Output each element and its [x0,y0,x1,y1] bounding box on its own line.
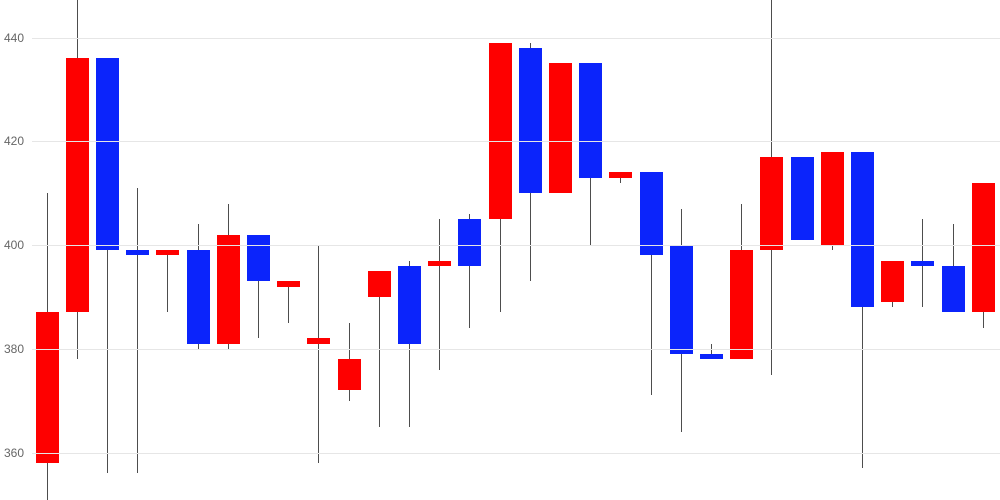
candle-body [187,250,210,343]
candle-body [489,43,512,219]
candle-wick [137,188,138,473]
candle-body [670,245,693,354]
y-tick-label: 420 [4,134,24,148]
y-tick-label: 440 [4,31,24,45]
candle-body [36,312,59,462]
candle-body [881,261,904,303]
candle-body [217,235,240,344]
candle-body [791,157,814,240]
gridline [32,453,1000,454]
candle-body [338,359,361,390]
gridline [32,245,1000,246]
candle-body [700,354,723,359]
y-tick-label: 360 [4,446,24,460]
candle-wick [439,219,440,369]
candle-body [579,63,602,177]
candle-body [760,157,783,250]
y-tick-label: 400 [4,238,24,252]
candle-body [156,250,179,255]
candle-body [126,250,149,255]
candle-wick [318,245,319,463]
candle-body [519,48,542,193]
candle-body [307,338,330,343]
gridline [32,349,1000,350]
candle-wick [288,281,289,323]
candle-body [942,266,965,313]
candle-body [730,250,753,359]
plot-area [32,0,1000,500]
y-tick-label: 380 [4,342,24,356]
candle-body [972,183,995,313]
candle-wick [167,250,168,312]
candle-body [277,281,300,286]
candle-body [821,152,844,245]
candle-body [368,271,391,297]
candle-body [247,235,270,282]
candle-body [428,261,451,266]
candle-body [398,266,421,344]
candle-body [640,172,663,255]
candle-body [911,261,934,266]
gridline [32,38,1000,39]
candle-body [96,58,119,250]
candle-body [549,63,572,193]
candle-body [609,172,632,177]
candle-body [851,152,874,308]
candlestick-chart: 320340360380400420440460480 [0,0,1000,500]
candle-body [66,58,89,312]
gridline [32,141,1000,142]
candle-body [458,219,481,266]
